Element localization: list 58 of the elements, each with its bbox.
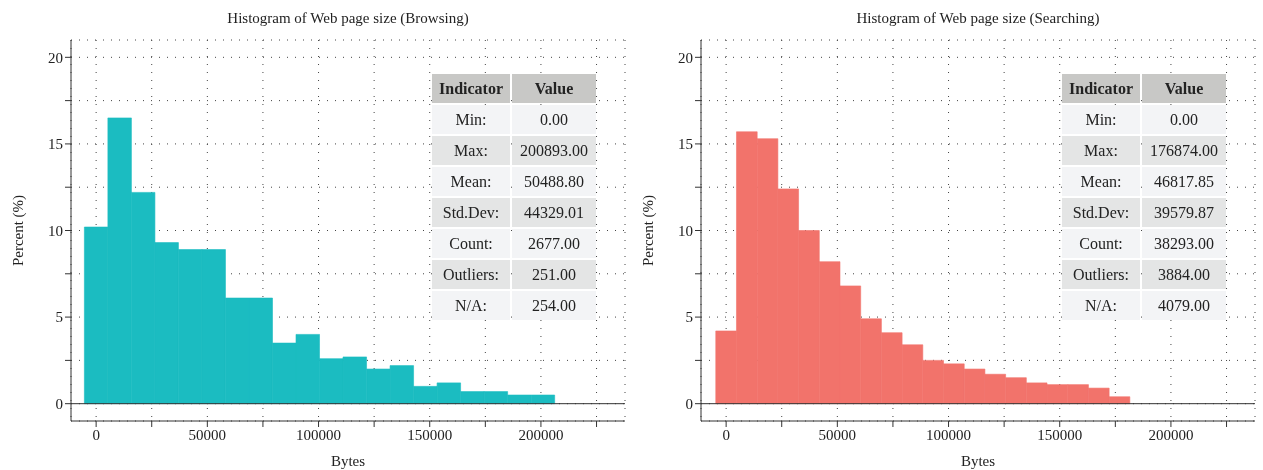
annotation: 4079.00 xyxy=(1142,291,1226,320)
y-tick-label: 20 xyxy=(48,49,63,66)
y-tick-label: 10 xyxy=(678,222,693,239)
annotation: Count: xyxy=(432,229,510,258)
annotation: 38293.00 xyxy=(1142,229,1226,258)
annotation: Std.Dev: xyxy=(432,198,510,227)
x-axis-title: Bytes xyxy=(960,453,996,469)
annotation: Mean: xyxy=(1062,167,1140,196)
annotation: Indicator xyxy=(432,74,510,103)
annotation: Max: xyxy=(432,136,510,165)
annotation: 0.00 xyxy=(1142,105,1226,134)
annotation: 3884.00 xyxy=(1142,260,1226,289)
annotation: Outliers: xyxy=(1062,260,1140,289)
annotation: N/A: xyxy=(1062,291,1140,320)
annotation: Count: xyxy=(1062,229,1140,258)
x-tick-label: 100000 xyxy=(296,426,342,443)
annotation: Outliers: xyxy=(432,260,510,289)
y-tick-label: 5 xyxy=(685,309,693,326)
y-tick-label: 5 xyxy=(55,309,63,326)
annotation: 251.00 xyxy=(512,260,596,289)
y-tick-label: 10 xyxy=(48,222,63,239)
annotation: Std.Dev: xyxy=(1062,198,1140,227)
x-tick-label: 50000 xyxy=(188,426,227,443)
x-tick-label: 200000 xyxy=(1148,426,1194,443)
x-tick-label: 150000 xyxy=(407,426,453,443)
y-tick-label: 0 xyxy=(55,396,63,413)
y-axis-title: Percent (%) xyxy=(10,194,28,267)
annotation: 0.00 xyxy=(512,105,596,134)
x-tick-label: 50000 xyxy=(818,426,857,443)
annotation: 176874.00 xyxy=(1142,136,1226,165)
y-tick-label: 15 xyxy=(678,136,693,153)
annotation: Max: xyxy=(1062,136,1140,165)
annotation: 2677.00 xyxy=(512,229,596,258)
x-tick-label: 200000 xyxy=(518,426,564,443)
annotation: Min: xyxy=(1062,105,1140,134)
x-tick-label: 0 xyxy=(92,426,100,443)
annotation: Indicator xyxy=(1062,74,1140,103)
annotation: 50488.80 xyxy=(512,167,596,196)
y-tick-label: 0 xyxy=(685,396,693,413)
x-axis-title: Bytes xyxy=(330,453,366,469)
y-tick-label: 15 xyxy=(48,136,63,153)
annotation: Mean: xyxy=(432,167,510,196)
annotation: Value xyxy=(512,74,596,103)
annotation: Value xyxy=(1142,74,1226,103)
chart-title: Histogram of Web page size (Searching) xyxy=(855,10,1101,27)
chart-title: Histogram of Web page size (Browsing) xyxy=(226,10,470,27)
annotation: Min: xyxy=(432,105,510,134)
y-tick-label: 20 xyxy=(678,49,693,66)
x-tick-label: 100000 xyxy=(926,426,972,443)
annotation: 46817.85 xyxy=(1142,167,1226,196)
annotation: N/A: xyxy=(432,291,510,320)
annotation: 44329.01 xyxy=(512,198,596,227)
annotation: 254.00 xyxy=(512,291,596,320)
y-axis-title: Percent (%) xyxy=(640,194,658,267)
annotation: 200893.00 xyxy=(512,136,596,165)
x-tick-label: 0 xyxy=(722,426,730,443)
x-tick-label: 150000 xyxy=(1037,426,1083,443)
annotation: 39579.87 xyxy=(1142,198,1226,227)
